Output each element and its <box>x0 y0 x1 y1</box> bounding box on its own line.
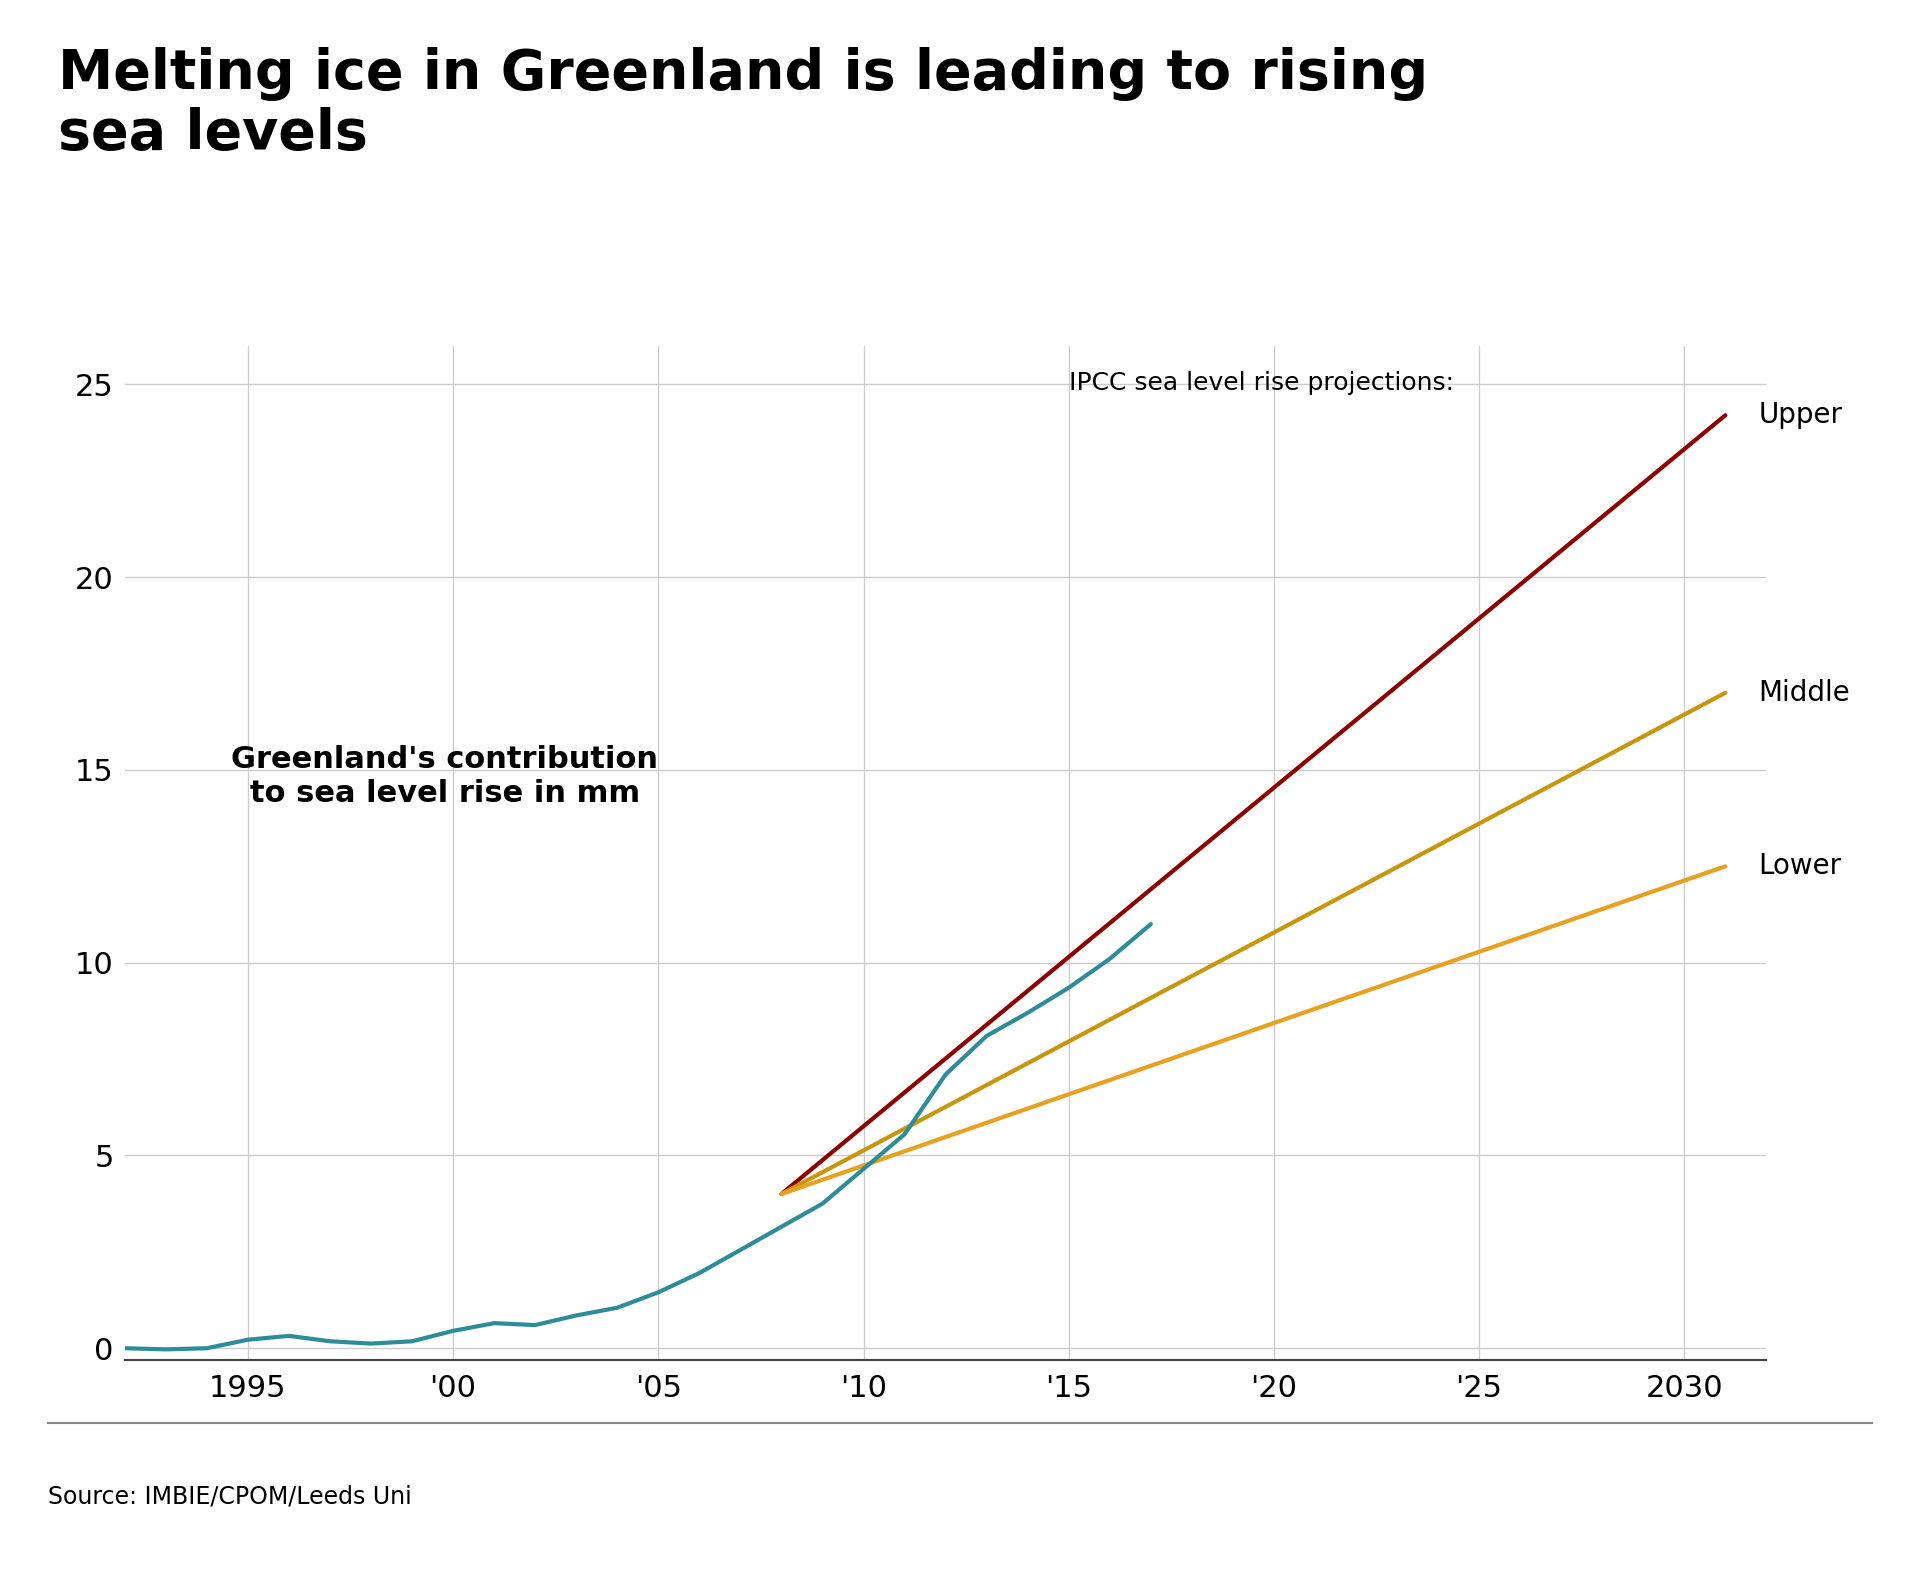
Text: Lower: Lower <box>1759 852 1841 880</box>
Text: Greenland's contribution
to sea level rise in mm: Greenland's contribution to sea level ri… <box>232 745 659 808</box>
Text: IPCC sea level rise projections:: IPCC sea level rise projections: <box>1069 371 1453 395</box>
Text: BBC: BBC <box>1734 1486 1822 1525</box>
Text: Melting ice in Greenland is leading to rising
sea levels: Melting ice in Greenland is leading to r… <box>58 47 1428 162</box>
Text: Middle: Middle <box>1759 679 1851 707</box>
Text: Source: IMBIE/CPOM/Leeds Uni: Source: IMBIE/CPOM/Leeds Uni <box>48 1484 411 1509</box>
Text: Upper: Upper <box>1759 401 1841 429</box>
